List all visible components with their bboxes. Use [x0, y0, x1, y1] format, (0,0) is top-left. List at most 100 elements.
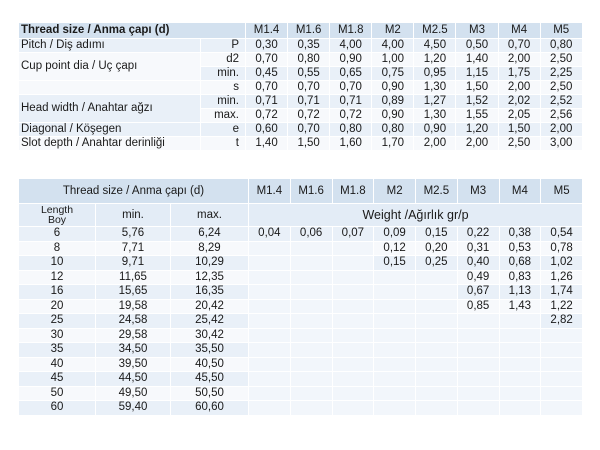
- weight-cell: 0,06: [289, 226, 333, 242]
- weight-cell: [456, 385, 500, 401]
- value-cell: 0,72: [329, 108, 373, 123]
- value-cell: 0,65: [329, 66, 373, 81]
- row-symbol: s: [200, 80, 246, 95]
- weight-cell: 1,26: [540, 269, 583, 285]
- weight-cell: [540, 371, 583, 387]
- value-cell: 1,50: [287, 136, 331, 151]
- weight-cell: [248, 240, 291, 256]
- weight-cell: [248, 269, 291, 285]
- value-cell: 0,80: [539, 38, 583, 53]
- weight-cell: [248, 313, 291, 329]
- weight-cell: [456, 356, 500, 372]
- value-cell: 0,89: [371, 94, 415, 109]
- weight-cell: 0,49: [456, 269, 500, 285]
- weight-cell: [498, 400, 542, 416]
- max-cell: 16,35: [170, 284, 249, 300]
- header-cell: M5: [540, 178, 583, 204]
- value-cell: 0,90: [371, 108, 415, 123]
- weight-cell: [331, 400, 375, 416]
- weight-cell: 1,22: [540, 298, 583, 314]
- value-cell: 0,80: [287, 52, 331, 67]
- weight-cell: [373, 313, 416, 329]
- max-cell: 35,50: [170, 342, 249, 358]
- weight-cell: [248, 284, 291, 300]
- weight-cell: [289, 342, 333, 358]
- value-cell: 0,90: [413, 122, 457, 137]
- value-cell: 2,00: [539, 122, 583, 137]
- header-cell: M4: [498, 178, 542, 204]
- max-cell: 30,42: [170, 327, 249, 343]
- weight-cell: [373, 342, 416, 358]
- header-cell: M2.5: [415, 178, 458, 204]
- value-cell: 2,00: [497, 52, 541, 67]
- weight-cell: [498, 327, 542, 343]
- weight-cell: 0,04: [248, 226, 291, 242]
- weight-cell: 0,15: [415, 226, 458, 242]
- weight-cell: [331, 356, 375, 372]
- value-cell: 1,15: [455, 66, 499, 81]
- weight-cell: [331, 327, 375, 343]
- weight-cell: [289, 313, 333, 329]
- weight-cell: [456, 327, 500, 343]
- length-cell: 35: [18, 342, 96, 358]
- weight-cell: [415, 342, 458, 358]
- length-cell: 8: [18, 240, 96, 256]
- header-cell: M1.6: [289, 178, 333, 204]
- header-cell: M1.8: [329, 22, 373, 39]
- weight-cell: [331, 342, 375, 358]
- weight-cell: 0,12: [373, 240, 416, 256]
- value-cell: 0,71: [287, 94, 331, 109]
- value-cell: 1,70: [371, 136, 415, 151]
- weight-cell: [540, 356, 583, 372]
- table-row: 20 19,58 20,42 0,85 1,43 1,22: [18, 298, 583, 314]
- row-label: Slot depth / Anahtar derinliği: [18, 136, 201, 151]
- max-cell: 12,35: [170, 269, 249, 285]
- weight-cell: [456, 342, 500, 358]
- value-cell: 0,30: [244, 38, 289, 53]
- weight-cell: [415, 385, 458, 401]
- header-cell: M3: [456, 178, 500, 204]
- value-cell: 0,50: [455, 38, 499, 53]
- weight-cell: [456, 313, 500, 329]
- value-cell: 1,50: [455, 80, 499, 95]
- header-cell: M4: [497, 22, 541, 39]
- weight-cell: [540, 385, 583, 401]
- weight-cell: [331, 298, 375, 314]
- header-cell: M1.4: [244, 22, 289, 39]
- max-cell: 60,60: [170, 400, 249, 416]
- min-cell: 11,65: [95, 269, 171, 285]
- header-cell: Thread size / Anma çapı (d): [18, 178, 249, 204]
- value-cell: 3,00: [539, 136, 583, 151]
- max-cell: 20,42: [170, 298, 249, 314]
- min-cell: 59,40: [95, 400, 171, 416]
- weight-cell: [456, 400, 500, 416]
- table-row: 16 15,65 16,35 0,67 1,13 1,74: [18, 284, 583, 300]
- weight-cell: [415, 284, 458, 300]
- weight-cell: [289, 298, 333, 314]
- weight-cell: [331, 240, 375, 256]
- value-cell: 1,00: [371, 52, 415, 67]
- value-cell: 1,27: [413, 94, 457, 109]
- weight-cell: [289, 284, 333, 300]
- weight-cell: [498, 385, 542, 401]
- weight-cell: [331, 371, 375, 387]
- weight-cell: [248, 255, 291, 271]
- weight-cell: 0,54: [540, 226, 583, 242]
- weight-cell: [289, 255, 333, 271]
- value-cell: 2,56: [539, 108, 583, 123]
- row-symbol: d2: [200, 52, 246, 67]
- table-row: 60 59,40 60,60: [18, 400, 583, 416]
- weight-cell: [415, 371, 458, 387]
- row-label: Head width / Anahtar ağzı: [18, 94, 201, 123]
- value-cell: 0,70: [244, 52, 289, 67]
- min-cell: 19,58: [95, 298, 171, 314]
- min-cell: 24,58: [95, 313, 171, 329]
- max-cell: 40,50: [170, 356, 249, 372]
- min-cell: 15,65: [95, 284, 171, 300]
- row-label: Cup point dia / Uç çapı: [18, 52, 201, 81]
- value-cell: 4,00: [329, 38, 373, 53]
- weight-cell: 0,85: [456, 298, 500, 314]
- length-header: Length Boy: [18, 203, 96, 227]
- value-cell: 1,30: [413, 80, 457, 95]
- weight-cell: [289, 240, 333, 256]
